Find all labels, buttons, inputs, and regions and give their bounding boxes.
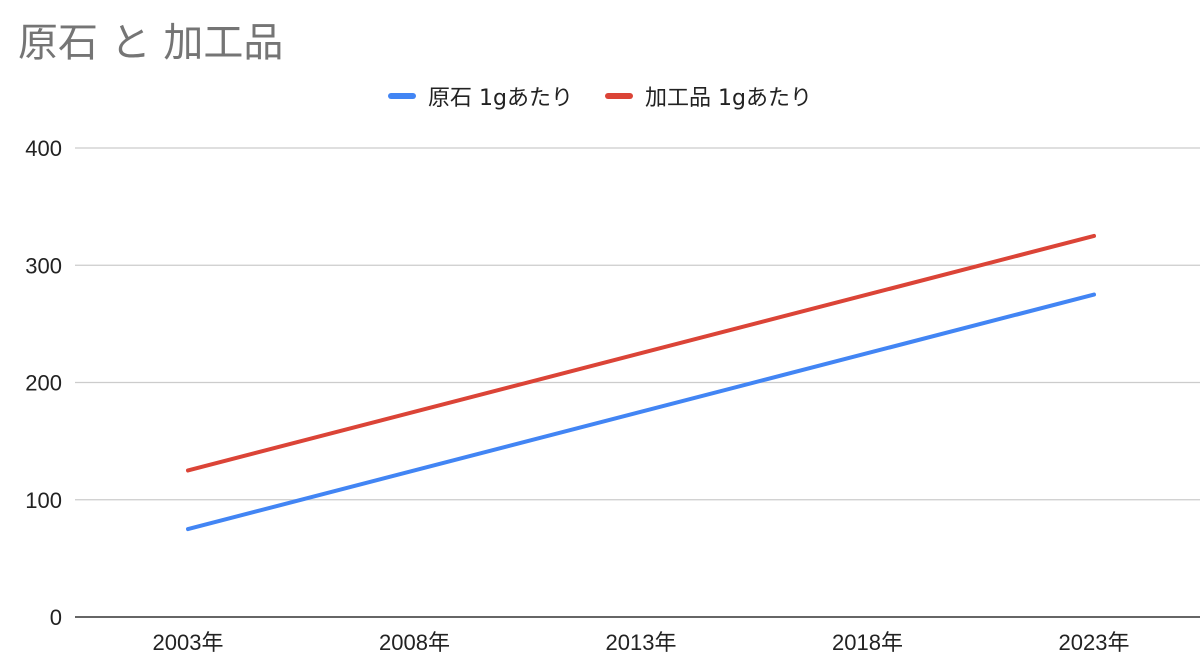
x-tick-label-3: 2013年: [606, 630, 677, 655]
y-tick-label-100: 100: [25, 488, 62, 513]
x-tick-label-2: 2008年: [379, 630, 450, 655]
x-tick-label-5: 2023年: [1059, 630, 1130, 655]
x-tick-label-4: 2018年: [832, 630, 903, 655]
legend-item-series-2[interactable]: 加工品 1gあたり: [605, 80, 812, 112]
chart-title: 原石 と 加工品: [18, 20, 284, 66]
legend-swatch-series-2: [605, 93, 633, 99]
legend-swatch-series-1: [388, 93, 417, 99]
legend-label-series-2: 加工品 1gあたり: [645, 86, 812, 111]
legend: 原石 1gあたり 加工品 1gあたり: [0, 80, 1200, 112]
y-tick-label-400: 400: [25, 136, 62, 161]
y-tick-label-0: 0: [50, 605, 62, 630]
x-tick-label-1: 2003年: [153, 630, 224, 655]
series-line-2: [186, 233, 1096, 473]
legend-label-series-1: 原石 1gあたり: [428, 86, 573, 111]
y-tick-label-300: 300: [25, 253, 62, 278]
series-line-1: [186, 292, 1096, 532]
legend-item-series-1[interactable]: 原石 1gあたり: [388, 80, 573, 112]
y-tick-label-200: 200: [25, 371, 62, 396]
